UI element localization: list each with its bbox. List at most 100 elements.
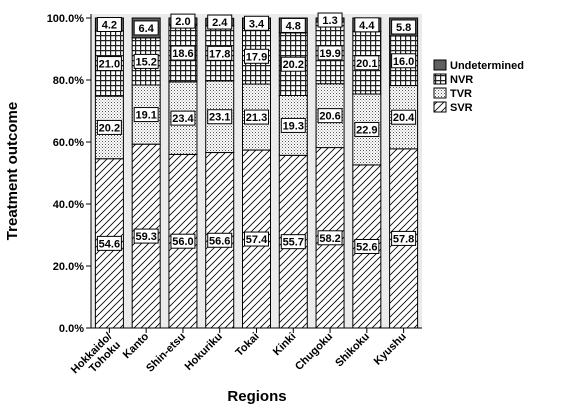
legend-swatch: [433, 59, 447, 71]
data-label-box: [317, 45, 343, 61]
data-label: 2.0: [175, 16, 190, 28]
data-label: 52.6: [356, 241, 377, 253]
data-label-box: [391, 230, 417, 246]
x-tick-label: Tokai: [233, 331, 261, 359]
data-label: 20.2: [99, 122, 120, 134]
data-label-box: [317, 12, 343, 28]
bar-group: 57.8 20.4 16.0 5.8: [389, 17, 419, 329]
data-label-box: [280, 56, 306, 72]
data-label-box: [207, 45, 233, 61]
legend-label: TVR: [450, 88, 472, 100]
bar-group: 56.6 23.1 17.8 2.4: [205, 14, 235, 329]
data-label: 4.2: [102, 20, 117, 32]
data-label: 56.6: [209, 235, 230, 247]
data-label: 6.4: [139, 23, 155, 35]
y-tick-label: 0.0%: [59, 323, 84, 335]
y-axis: 0.0% 20.0% 40.0% 60.0% 80.0% 100.0%: [47, 13, 92, 335]
data-label-box: [133, 107, 159, 123]
data-label: 57.8: [393, 233, 414, 245]
bar-group: 57.4 21.3 17.9 3.4: [242, 15, 271, 329]
data-label: 2.4: [212, 17, 228, 29]
data-label: 5.8: [396, 22, 411, 34]
data-label-box: [317, 230, 343, 246]
data-label-box: [96, 56, 122, 72]
data-label: 3.4: [249, 18, 265, 30]
data-label-box: [207, 109, 233, 125]
legend-label: NVR: [450, 74, 473, 86]
bars: 54.6 20.2 21.0 4.2 59.3 19.1 15.2 6.4 56.0 23.4 18…: [94, 12, 419, 329]
legend-label: Undetermined: [450, 60, 524, 72]
data-label-box: [354, 55, 380, 71]
data-label: 4.4: [359, 20, 375, 32]
x-tick-label: Kinki: [271, 331, 299, 359]
data-label: 20.2: [283, 59, 304, 71]
x-axis-title: Regions: [227, 388, 286, 405]
data-label: 19.3: [283, 120, 304, 132]
x-tick-label: Kyushu: [372, 331, 409, 368]
data-label-box: [133, 20, 159, 36]
y-tick-label: 40.0%: [53, 199, 84, 211]
data-label-box: [280, 117, 306, 133]
data-label: 23.4: [172, 113, 194, 125]
legend: Undetermined NVR TVR SVR: [433, 59, 524, 114]
data-label-box: [244, 15, 269, 31]
data-label-box: [170, 45, 196, 61]
legend-swatch: [433, 87, 447, 99]
data-label-box: [170, 13, 196, 29]
bar-group: 54.6 20.2 21.0 4.2: [94, 17, 124, 329]
data-label-box: [244, 109, 269, 125]
data-label-box: [170, 110, 196, 126]
data-label: 21.3: [246, 112, 267, 124]
data-label-box: [244, 231, 269, 247]
y-axis-title: Treatment outcome: [4, 102, 21, 240]
x-tick-label: Shikoku: [333, 331, 372, 370]
data-label: 22.9: [356, 124, 377, 136]
bar-group: 52.6 22.9 20.1 4.4: [352, 17, 382, 329]
y-tick-label: 80.0%: [53, 75, 84, 87]
data-label-box: [354, 17, 380, 33]
data-label-box: [354, 238, 380, 254]
data-label-box: [354, 121, 380, 137]
data-label-box: [96, 119, 122, 135]
y-tick-label: 60.0%: [53, 137, 84, 149]
data-label: 1.3: [322, 15, 337, 27]
x-tick-label: Shin-etsu: [144, 331, 188, 375]
data-label-box: [317, 108, 343, 124]
data-label-box: [207, 232, 233, 248]
y-tick-label: 100.0%: [47, 13, 85, 25]
data-label-box: [280, 17, 306, 33]
data-label: 20.6: [319, 111, 340, 123]
data-label: 17.8: [209, 48, 230, 60]
data-label-box: [244, 48, 269, 64]
data-label: 16.0: [393, 56, 414, 68]
legend-swatch: [433, 73, 447, 85]
x-tick-label: Hokuriku: [183, 331, 225, 373]
data-label: 17.9: [246, 51, 267, 63]
data-label: 55.7: [283, 237, 304, 249]
y-tick-label: 20.0%: [53, 261, 84, 273]
data-label: 18.6: [172, 48, 193, 60]
data-label-box: [280, 234, 306, 250]
data-label-box: [391, 19, 417, 35]
data-label-box: [133, 228, 159, 244]
data-label: 15.2: [135, 56, 156, 68]
data-label-box: [207, 14, 233, 30]
data-label-box: [96, 235, 122, 251]
data-label: 23.1: [209, 112, 230, 124]
data-label-box: [391, 109, 417, 125]
bar-group: 55.7 19.3 20.2 4.8: [278, 17, 308, 329]
data-label-box: [391, 53, 417, 69]
bar-group: 56.0 23.4 18.6 2.0: [168, 13, 198, 329]
legend-swatch: [433, 101, 447, 113]
x-tick-label: Kanto: [121, 330, 152, 361]
legend-label: SVR: [450, 102, 473, 114]
data-label-box: [170, 233, 196, 249]
data-label: 19.1: [135, 110, 156, 122]
data-label: 54.6: [99, 238, 120, 250]
data-label: 4.8: [286, 20, 301, 32]
data-label: 57.4: [246, 234, 268, 246]
data-label-box: [96, 17, 122, 33]
bar-group: 59.3 19.1 15.2 6.4: [131, 17, 161, 329]
